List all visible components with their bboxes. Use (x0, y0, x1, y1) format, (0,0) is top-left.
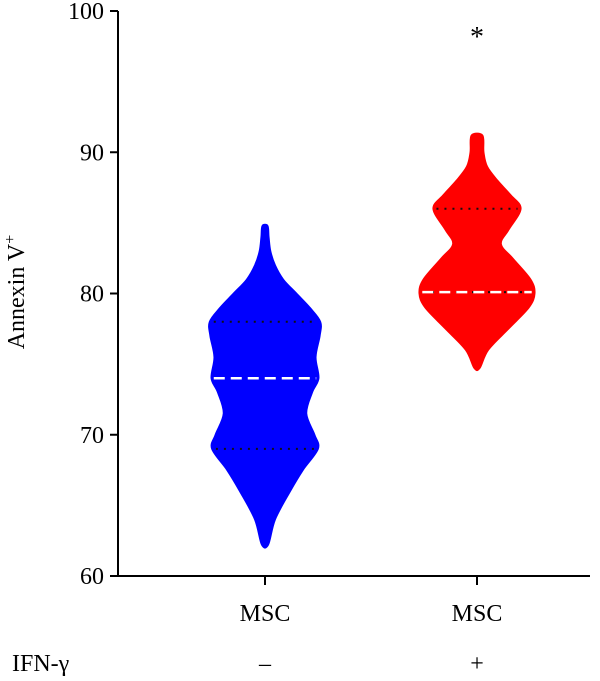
y-axis-label-text: Annexin V (4, 243, 30, 349)
annotations: * (470, 22, 484, 53)
significance-marker: * (470, 22, 484, 53)
violin-body (418, 132, 536, 372)
ifn-gamma-value: + (470, 651, 484, 677)
y-tick-label: 100 (68, 0, 104, 25)
y-axis-label: Annexin V+ (2, 235, 30, 350)
y-tick-label: 90 (80, 140, 104, 166)
y-ticks: 60 70 80 90 100 (68, 0, 118, 590)
y-tick-label: 80 (80, 282, 104, 308)
x-tick-label: MSC (240, 601, 291, 627)
violin-body (208, 223, 322, 549)
y-tick-label: 70 (80, 423, 104, 449)
violins (208, 132, 536, 549)
ifn-gamma-row-label: IFN-γ (12, 651, 70, 677)
x-ticks: MSC MSC (240, 576, 503, 627)
x-tick-label: MSC (452, 601, 503, 627)
y-axis: 60 70 80 90 100 (68, 0, 119, 590)
ifn-gamma-row-values: – + (258, 651, 484, 677)
ifn-gamma-value: – (258, 651, 272, 677)
x-axis: MSC MSC (118, 575, 590, 627)
y-axis-label-superscript: + (2, 235, 19, 244)
y-tick-label: 60 (80, 564, 104, 590)
